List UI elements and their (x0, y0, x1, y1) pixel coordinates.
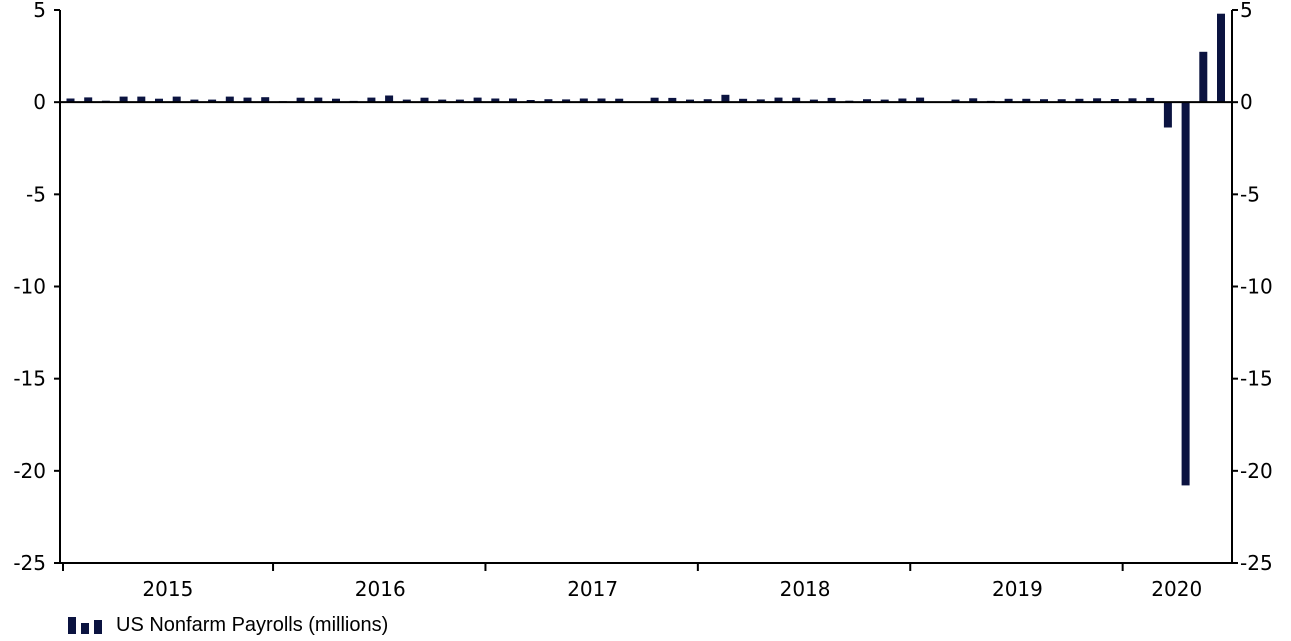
bar (969, 98, 978, 103)
y-axis-right: 5 0 -5 -10 -15 -20 -25 (1232, 0, 1273, 575)
bar (880, 99, 889, 103)
bar (137, 96, 146, 103)
bar (562, 99, 571, 103)
x-tick-label: 2018 (780, 577, 831, 601)
bar (1110, 99, 1119, 103)
bar (455, 99, 464, 103)
y-tick-label-right: 5 (1240, 0, 1253, 22)
bar (190, 99, 199, 103)
bar (420, 97, 429, 103)
bar (1181, 102, 1190, 486)
bar (509, 98, 517, 103)
bar (951, 99, 960, 103)
bar (827, 97, 836, 103)
bar (314, 97, 323, 103)
bar (66, 98, 75, 103)
y-tick-label-right: 0 (1240, 90, 1253, 114)
y-tick-label-left: -20 (13, 459, 46, 483)
bar (615, 98, 624, 103)
bar (703, 99, 712, 103)
x-tick-label: 2016 (355, 577, 406, 601)
bar (261, 97, 270, 103)
bar (774, 97, 783, 103)
bar (243, 97, 252, 103)
y-tick-label-left: -15 (13, 367, 46, 391)
bar (1057, 99, 1066, 103)
axes (59, 10, 1233, 564)
y-tick-label-left: -10 (13, 275, 46, 299)
bar (473, 97, 482, 103)
y-tick-label-left: 0 (33, 90, 46, 114)
y-axis-left: 5 0 -5 -10 -15 -20 -25 (13, 0, 60, 575)
bar (491, 98, 500, 103)
legend-swatch-bar (81, 623, 89, 634)
y-tick-label-left: -25 (13, 551, 46, 575)
y-tick-label-right: -25 (1240, 551, 1273, 575)
y-tick-label-right: -10 (1240, 275, 1273, 299)
bar (155, 98, 163, 103)
bar (402, 99, 411, 103)
bar (296, 97, 305, 103)
bar (721, 94, 730, 103)
bar (1022, 98, 1031, 103)
bar (1040, 99, 1048, 103)
bar (367, 97, 376, 103)
legend-swatch-icon (68, 617, 102, 634)
x-axis: 2015 2016 2017 2018 2019 2020 (62, 563, 1202, 601)
bar (863, 99, 871, 103)
bar (526, 100, 535, 103)
bar (756, 99, 765, 103)
bar (650, 97, 659, 103)
bar (1146, 97, 1155, 103)
legend-swatch-bar (68, 617, 76, 634)
bar (1075, 98, 1084, 103)
bar (84, 97, 93, 103)
bar (119, 96, 128, 103)
bar (1217, 13, 1225, 103)
bar (916, 97, 925, 103)
bar (739, 98, 748, 103)
bar (1004, 98, 1013, 103)
y-tick-label-left: 5 (33, 0, 46, 22)
bar (1163, 102, 1172, 128)
bar (1093, 98, 1102, 103)
y-tick-label-right: -20 (1240, 459, 1273, 483)
bar (792, 97, 801, 103)
y-tick-label-right: -5 (1240, 182, 1260, 206)
bar (686, 99, 694, 103)
bar (225, 96, 234, 103)
bar (438, 99, 447, 103)
bar (898, 98, 907, 103)
x-tick-label: 2020 (1151, 577, 1202, 601)
bar-series (66, 13, 1225, 486)
bar (579, 98, 588, 103)
bar (809, 99, 818, 103)
bar (208, 99, 217, 103)
y-tick-label-left: -5 (26, 182, 46, 206)
y-tick-label-right: -15 (1240, 367, 1273, 391)
x-tick-label: 2015 (142, 577, 193, 601)
bar (597, 98, 606, 103)
legend-label: US Nonfarm Payrolls (millions) (116, 614, 389, 636)
legend: US Nonfarm Payrolls (millions) (68, 614, 388, 637)
bar (544, 99, 553, 103)
bar (668, 97, 677, 103)
bar (1199, 51, 1208, 103)
legend-swatch-bar (94, 620, 102, 634)
x-tick-label: 2017 (567, 577, 618, 601)
x-tick-label: 2019 (992, 577, 1043, 601)
bar (172, 96, 181, 103)
bar (1128, 98, 1137, 103)
bar (332, 98, 340, 103)
bar (385, 95, 394, 103)
